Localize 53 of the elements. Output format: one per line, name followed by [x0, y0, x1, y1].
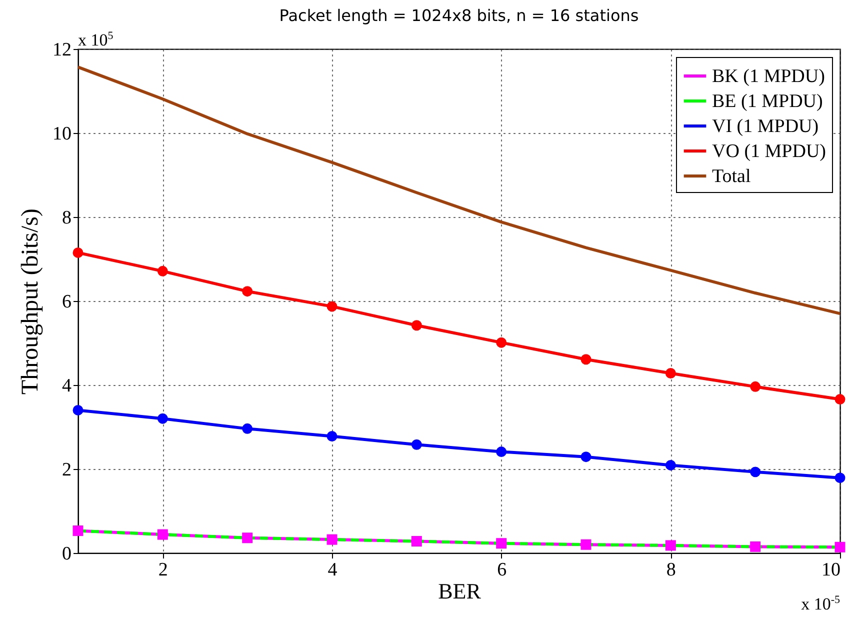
x-tick-label: 2: [158, 560, 168, 580]
point: [326, 301, 338, 312]
point: [242, 286, 253, 297]
point: [834, 472, 846, 484]
x-tick-label: 8: [666, 560, 676, 580]
point: [580, 354, 592, 365]
legend-label: Total: [712, 166, 751, 187]
legend-label: VI (1 MPDU): [712, 116, 819, 137]
point: [750, 381, 761, 392]
y-tick-label: 4: [62, 376, 72, 396]
y-tick-label: 8: [62, 208, 72, 228]
point: [750, 466, 761, 478]
x-tick-label: 6: [497, 560, 507, 580]
point: [157, 413, 168, 424]
y-tick-label: 2: [62, 460, 72, 480]
y-tick-label: 0: [62, 544, 72, 564]
x-tick-label: 10: [822, 560, 840, 580]
point: [411, 439, 422, 450]
chart-title: Packet length = 1024x8 bits, n = 16 stations: [279, 6, 639, 25]
point: [242, 532, 253, 544]
point: [411, 320, 422, 331]
point: [665, 460, 676, 470]
point: [496, 337, 507, 348]
y-axis-title: Throughput (bits/s): [18, 208, 44, 394]
point: [157, 266, 168, 276]
point: [580, 452, 592, 462]
x-axis-title: BER: [438, 578, 482, 604]
point: [326, 534, 338, 545]
text: x 10$^{-5}$: [801, 594, 840, 615]
point: [665, 540, 676, 551]
annotation: x 10$^{5}$: [78, 30, 114, 51]
point: [834, 394, 846, 405]
point: [157, 529, 168, 540]
y-tick-label: 10: [52, 124, 72, 144]
point: [72, 525, 84, 536]
point: [834, 542, 846, 552]
legend-label: BE (1 MPDU): [712, 91, 823, 112]
legend-label: BK (1 MPDU): [712, 66, 825, 87]
point: [72, 404, 84, 416]
y-tick-label: 12: [52, 40, 72, 60]
x-tick-label: 4: [328, 560, 338, 580]
point: [411, 536, 422, 546]
point: [750, 541, 761, 552]
point: [580, 539, 592, 550]
point: [242, 423, 253, 434]
legend-label: VO (1 MPDU): [712, 141, 826, 162]
point: [496, 446, 507, 458]
point: [326, 431, 338, 442]
point: [72, 247, 84, 258]
y-tick-label: 6: [62, 292, 72, 312]
line-series: [76, 66, 842, 316]
point: [496, 538, 507, 549]
point: [665, 368, 676, 378]
